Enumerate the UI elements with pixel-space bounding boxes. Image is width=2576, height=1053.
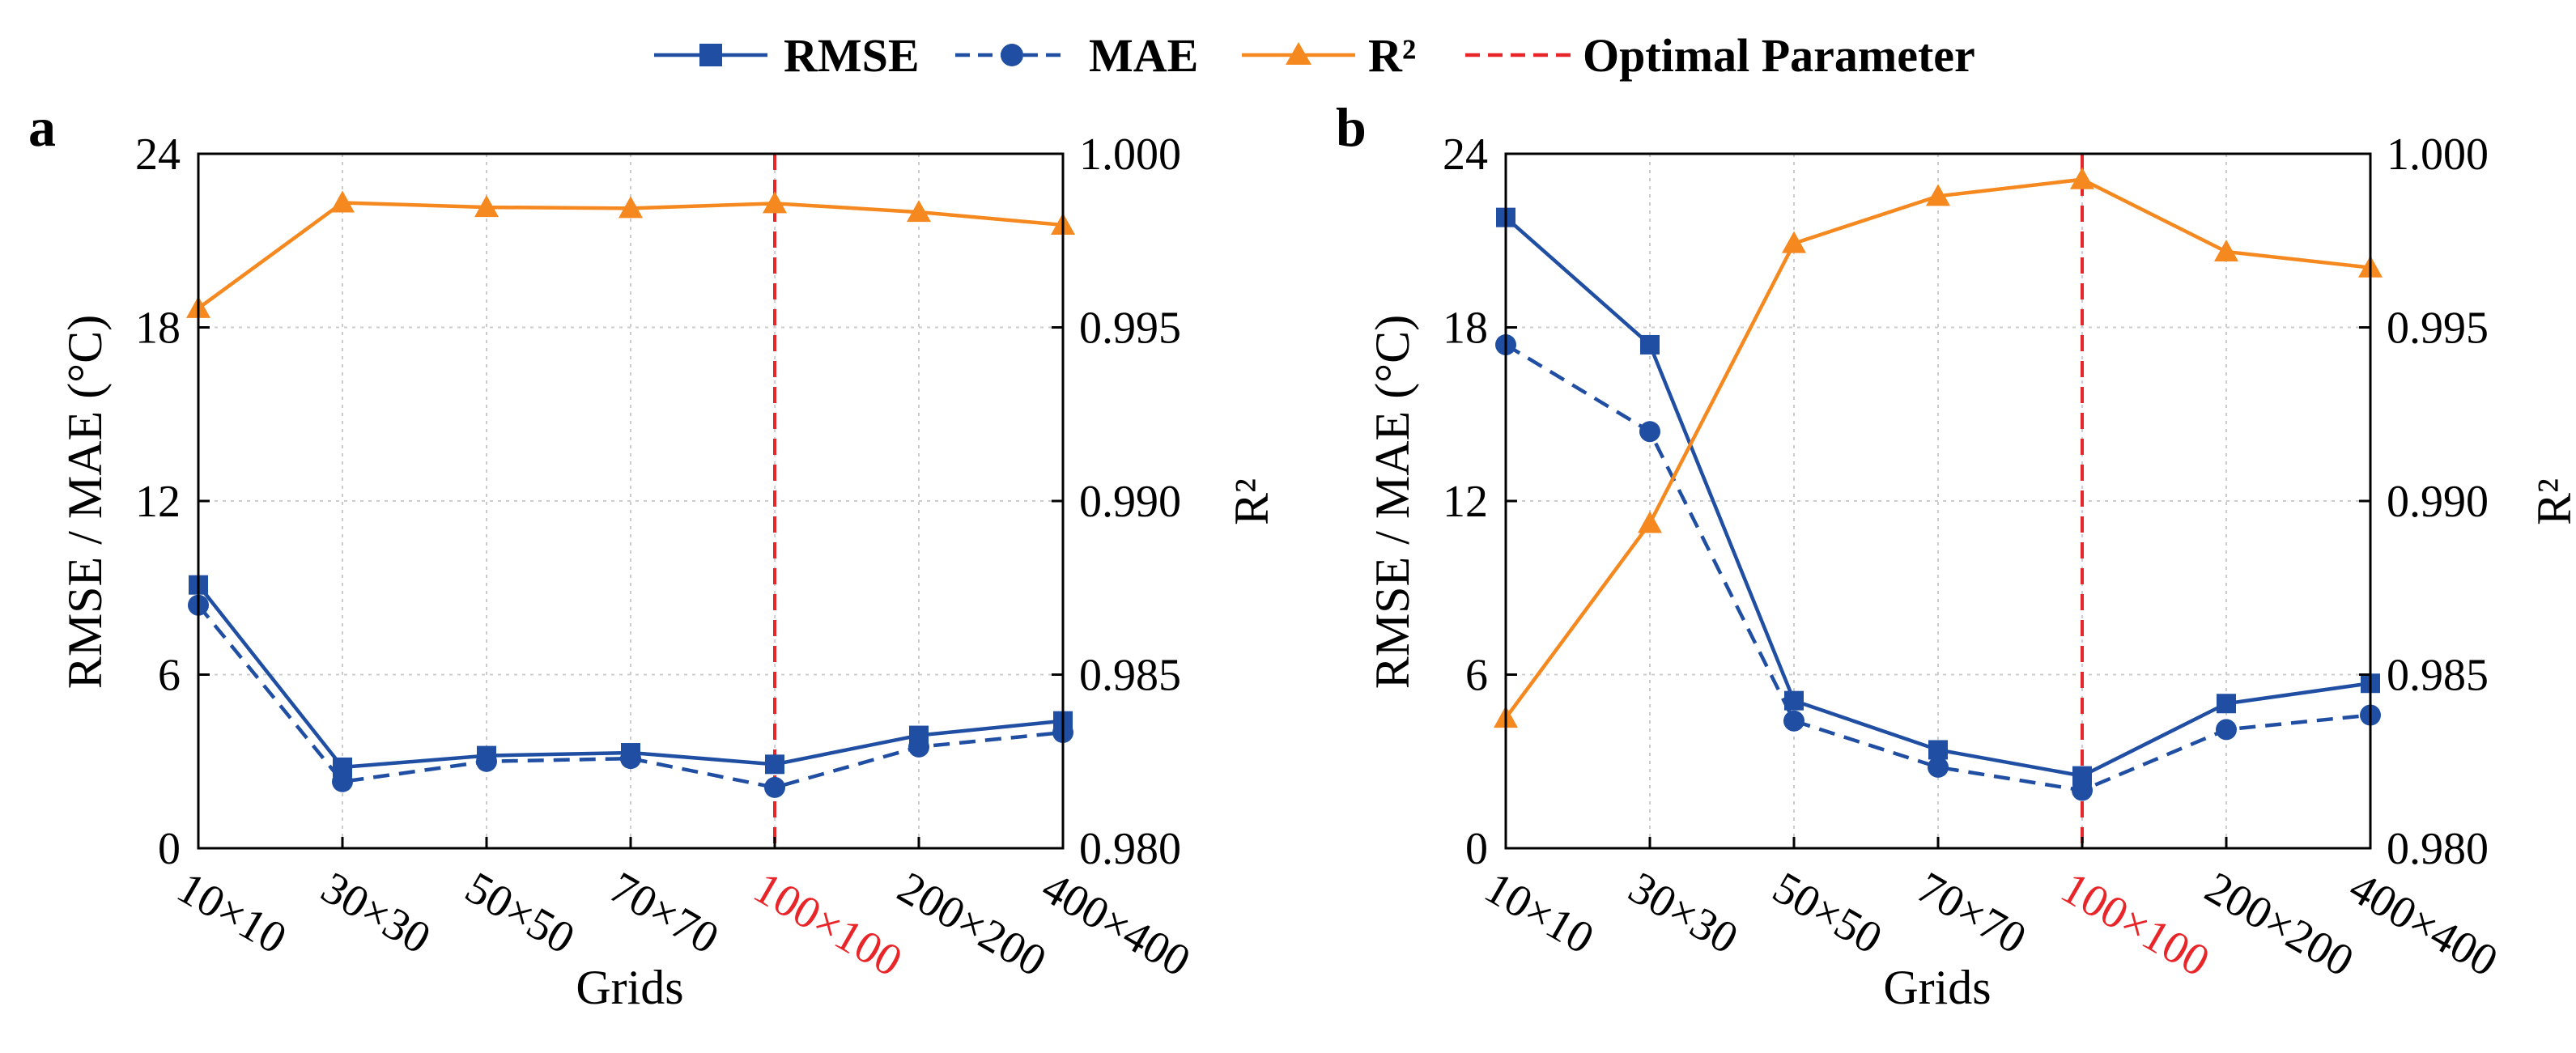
x-tick-label: 400×400 [2341, 863, 2506, 987]
r2-point [1926, 184, 1950, 206]
y-tick-label-right: 0.990 [1079, 477, 1181, 527]
y-tick-label-left: 12 [1443, 477, 1488, 527]
mae-point [1928, 756, 1949, 778]
x-tick-label: 30×30 [1621, 863, 1746, 964]
axes: 0 6 12 18 24 0.980 0.985 0.990 0.995 1.000 10×10 30… [1443, 130, 2506, 987]
y-tick-label-right: 0.980 [2387, 824, 2489, 874]
x-tick-label: 70×70 [1909, 863, 2034, 964]
mae-point [332, 771, 353, 792]
y-tick-label-right: 1.000 [1079, 130, 1181, 180]
legend-mae-marker [1001, 44, 1023, 66]
y-tick-label-right: 1.000 [2387, 130, 2489, 180]
chart-panel-b: b 0 6 12 18 24 0.980 0.985 0.990 0.995 1.000 10×10… [1336, 96, 2576, 1014]
mae-point [764, 776, 785, 798]
y-tick-label-right: 0.990 [2387, 477, 2489, 527]
r2-point [618, 196, 643, 219]
legend-optimal-label: Optimal Parameter [1583, 29, 1975, 82]
y-tick-label-left: 6 [158, 651, 181, 701]
panel-letter-a: a [28, 96, 56, 158]
legend-r2-label: R² [1368, 29, 1416, 82]
x-axis-label: Grids [1883, 961, 1991, 1014]
legend-rmse-marker [699, 44, 722, 66]
x-tick-label: 400×400 [1034, 863, 1199, 987]
x-axis-label: Grids [576, 961, 683, 1014]
r2-point [2070, 167, 2094, 189]
r2-point [330, 190, 355, 213]
x-tick-label: 100×100 [746, 863, 911, 987]
y-tick-label-right: 0.985 [2387, 651, 2489, 701]
panel-letter-b: b [1336, 96, 1367, 158]
series-rmse-line [197, 584, 1064, 770]
x-tick-label: 70×70 [601, 863, 727, 964]
rmse-point [2217, 694, 2236, 714]
y-tick-label-left: 0 [158, 824, 181, 874]
axes: 0 6 12 18 24 0.980 0.985 0.990 0.995 1.000 10×10 30… [135, 130, 1198, 987]
mae-point [1783, 710, 1804, 732]
y-axis-label-right: R² [1225, 478, 1278, 525]
y-tick-label-left: 0 [1465, 824, 1488, 874]
y-tick-label-left: 12 [135, 477, 181, 527]
mae-point [908, 736, 929, 758]
x-tick-label: 10×10 [169, 863, 295, 964]
mae-point [2072, 779, 2093, 801]
r2-point [474, 195, 499, 218]
x-tick-label: 30×30 [313, 863, 439, 964]
y-axis-label-left: RMSE / MAE (°C) [1366, 315, 1419, 689]
x-tick-label: 50×50 [457, 863, 583, 964]
y-tick-label-right: 0.995 [1079, 304, 1181, 354]
chart-panel-a: a 0 6 12 18 24 0.980 0.985 0.990 0.995 1.000 10×10… [28, 96, 1278, 1014]
x-tick-label: 200×200 [2197, 863, 2362, 987]
r2-point [907, 200, 931, 223]
x-tick-label: 10×10 [1477, 863, 1602, 964]
y-tick-label-left: 18 [1443, 304, 1488, 354]
x-tick-label: 200×200 [890, 863, 1055, 987]
y-tick-label-right: 0.980 [1079, 824, 1181, 874]
r2-point [1638, 511, 1662, 533]
mae-point [476, 750, 497, 772]
legend: RMSE MAE R² Optimal Parameter [654, 29, 1975, 82]
y-tick-label-left: 18 [135, 304, 181, 354]
mae-point [620, 748, 641, 770]
y-axis-label-left: RMSE / MAE (°C) [58, 315, 112, 689]
x-tick-label: 50×50 [1765, 863, 1890, 964]
rmse-point [1640, 334, 1660, 355]
r2-point [2214, 239, 2238, 261]
rmse-point [765, 754, 784, 775]
x-tick-label: 100×100 [2053, 863, 2218, 987]
r2-point [763, 191, 787, 214]
series-lines [1494, 167, 2383, 801]
y-axis-label-right: R² [2527, 478, 2576, 525]
y-tick-label-left: 24 [1443, 130, 1488, 180]
legend-r2-marker [1286, 42, 1311, 65]
mae-point [1639, 421, 1660, 443]
y-tick-label-left: 24 [135, 130, 181, 180]
y-tick-label-right: 0.995 [2387, 304, 2489, 354]
mae-point [2216, 719, 2237, 741]
legend-mae-label: MAE [1089, 29, 1198, 82]
y-tick-label-right: 0.985 [1079, 651, 1181, 701]
legend-rmse-label: RMSE [784, 29, 920, 82]
r2-point [1782, 231, 1806, 253]
y-tick-label-left: 6 [1465, 651, 1488, 701]
rmse-point [1928, 740, 1948, 760]
